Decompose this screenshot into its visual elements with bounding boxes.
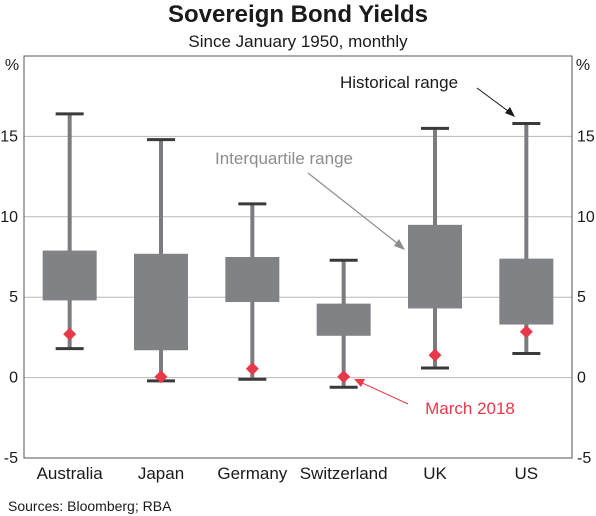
annotation-historical-range-arrow [476,87,513,115]
y-tick-label-left: 10 [0,209,18,226]
annotation-interquartile-range-arrow [307,172,403,248]
iqr-box-australia [42,250,97,301]
annotation-march-2018-arrow [357,380,409,405]
annotation-march-2018-label: March 2018 [425,399,515,418]
march-2018-marker-germany [245,362,259,376]
category-label-switzerland: Switzerland [300,464,388,483]
y-axis-unit-left: % [5,57,19,74]
source-note: Sources: Bloomberg; RBA [8,498,172,514]
y-tick-label-left: 15 [0,128,18,145]
category-switzerland [316,258,371,389]
march-2018-marker-japan [154,370,168,384]
y-axes: % % -5 -5 0 0 5 5 10 10 15 15 [0,57,595,467]
y-axis-unit-right: % [576,57,590,74]
iqr-box-japan [134,253,188,351]
annotation-march-2018: March 2018 [354,379,515,418]
x-axis-categories: Australia Japan Germany Switzerland UK US [37,464,539,483]
march-2018-marker-uk [428,348,442,362]
march-2018-marker-switzerland [337,370,351,384]
category-germany [225,202,280,381]
category-label-germany: Germany [217,464,287,483]
annotation-interquartile-range-arrowhead [394,239,405,250]
march-2018-marker-australia [63,327,77,341]
category-uk [408,126,462,370]
iqr-box-us [499,258,554,325]
y-tick-label-right: 0 [577,370,586,387]
annotation-march-2018-arrowhead [354,379,365,387]
category-label-us: US [515,464,539,483]
y-tick-label-left: 0 [9,370,18,387]
category-japan [134,138,188,384]
chart-subtitle: Since January 1950, monthly [188,32,408,51]
march-2018-marker-us [519,325,533,339]
gridlines [24,135,572,379]
category-label-japan: Japan [138,464,184,483]
annotation-historical-range-label: Historical range [340,73,458,92]
y-tick-label-right: 15 [577,128,595,145]
annotation-historical-range-arrowhead [505,107,515,117]
category-us [499,122,554,355]
annotation-interquartile-range: Interquartile range [215,149,405,250]
annotation-interquartile-range-label: Interquartile range [215,149,353,168]
iqr-box-germany [225,257,280,303]
category-label-uk: UK [423,464,447,483]
annotation-historical-range: Historical range [340,73,515,117]
y-tick-label-right: -5 [577,450,591,467]
category-label-australia: Australia [37,464,104,483]
chart-title: Sovereign Bond Yields [168,1,428,28]
y-tick-label-right: 10 [577,209,595,226]
y-tick-label-right: 5 [577,289,586,306]
y-tick-label-left: 5 [9,289,18,306]
box-plot-series [42,112,554,389]
iqr-box-switzerland [316,303,371,336]
plot-frame [23,55,573,459]
iqr-box-uk [408,224,462,309]
category-australia [42,112,97,351]
y-tick-label-left: -5 [4,450,18,467]
